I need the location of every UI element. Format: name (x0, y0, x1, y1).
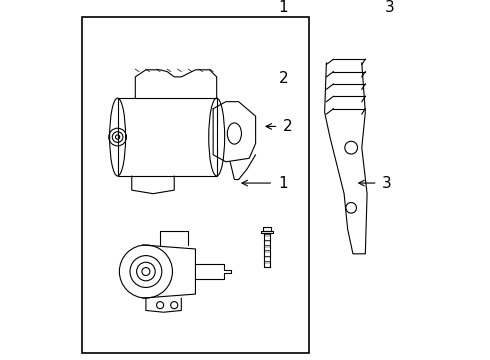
Text: 3: 3 (382, 176, 392, 190)
Text: 1: 1 (279, 0, 288, 15)
Text: 1: 1 (279, 176, 288, 190)
Text: 3: 3 (385, 0, 394, 15)
Text: 2: 2 (279, 71, 288, 86)
Text: 2: 2 (283, 119, 293, 134)
